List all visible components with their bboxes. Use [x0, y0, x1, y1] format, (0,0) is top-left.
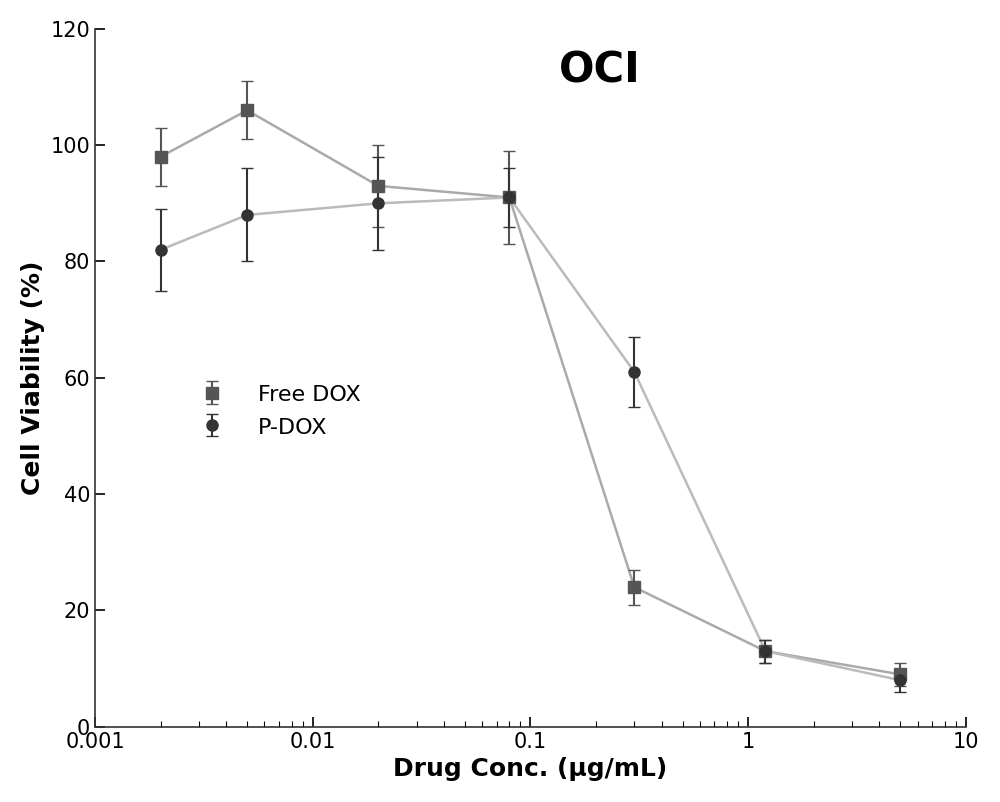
- Text: OCI: OCI: [559, 50, 641, 91]
- Legend: Free DOX, P-DOX: Free DOX, P-DOX: [176, 375, 370, 447]
- X-axis label: Drug Conc. (μg/mL): Drug Conc. (μg/mL): [393, 757, 668, 781]
- Y-axis label: Cell Viability (%): Cell Viability (%): [21, 261, 45, 495]
